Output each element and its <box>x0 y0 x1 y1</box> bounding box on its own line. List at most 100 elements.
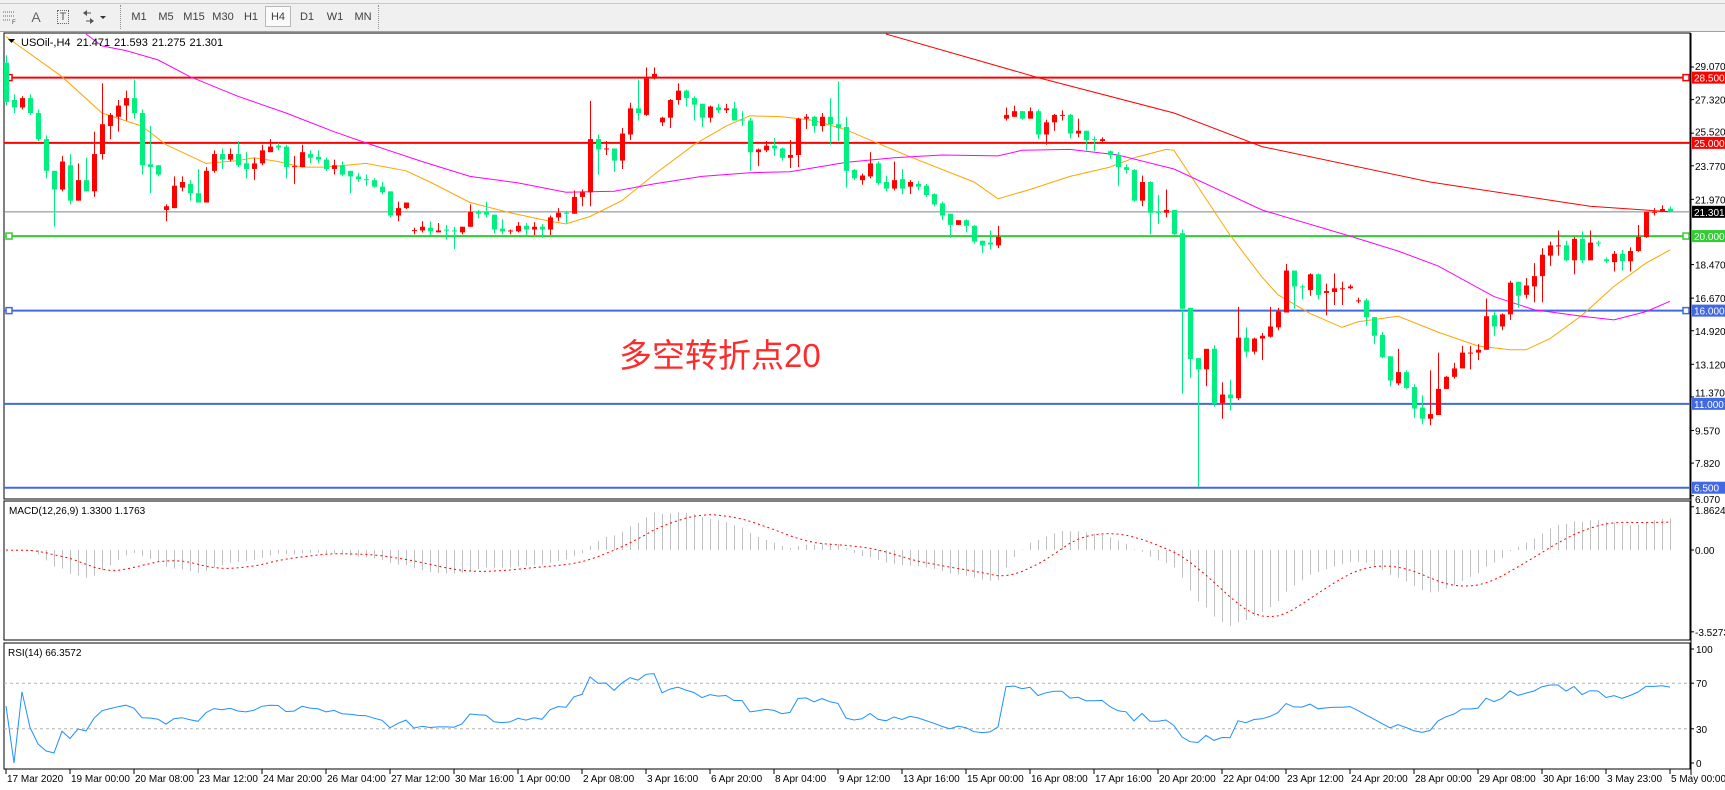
bull-candle[interactable] <box>1452 368 1457 377</box>
bull-candle[interactable] <box>76 180 81 201</box>
bear-candle[interactable] <box>372 180 377 187</box>
bull-candle[interactable] <box>60 161 65 190</box>
bear-candle[interactable] <box>36 113 41 140</box>
bull-candle[interactable] <box>1348 286 1353 289</box>
bull-candle[interactable] <box>892 180 897 189</box>
bull-candle[interactable] <box>404 202 409 209</box>
bear-candle[interactable] <box>924 185 929 196</box>
bear-candle[interactable] <box>612 148 617 161</box>
bull-candle[interactable] <box>1268 326 1273 337</box>
bear-candle[interactable] <box>812 116 817 127</box>
bear-candle[interactable] <box>636 108 641 114</box>
bear-candle[interactable] <box>284 146 289 168</box>
timeframe-h1-button[interactable]: H1 <box>243 10 259 23</box>
timeframe-d1-button[interactable]: D1 <box>299 10 315 23</box>
bear-candle[interactable] <box>356 176 361 180</box>
bear-candle[interactable] <box>1084 130 1089 141</box>
level-handle-right[interactable] <box>1682 73 1690 82</box>
bear-candle[interactable] <box>1564 245 1569 261</box>
bear-candle[interactable] <box>244 163 249 169</box>
bear-candle[interactable] <box>1092 139 1097 141</box>
bear-candle[interactable] <box>1212 348 1217 404</box>
bear-candle[interactable] <box>428 227 433 232</box>
bull-candle[interactable] <box>604 148 609 150</box>
timeframe-m5-button[interactable]: M5 <box>158 10 174 23</box>
bear-candle[interactable] <box>4 62 9 102</box>
bear-candle[interactable] <box>84 180 89 192</box>
bear-candle[interactable] <box>1196 358 1201 370</box>
bear-candle[interactable] <box>1412 387 1417 409</box>
level-handle-left[interactable] <box>5 306 13 315</box>
bull-candle[interactable] <box>996 236 1001 246</box>
bull-candle[interactable] <box>644 78 649 115</box>
bull-candle[interactable] <box>724 108 729 111</box>
bull-candle[interactable] <box>1444 376 1449 389</box>
chart-menu-triangle-icon[interactable] <box>8 39 15 43</box>
bull-candle[interactable] <box>1548 245 1553 256</box>
bull-candle[interactable] <box>1356 300 1361 302</box>
bear-candle[interactable] <box>980 240 985 246</box>
bull-candle[interactable] <box>1532 276 1537 287</box>
bear-candle[interactable] <box>1388 356 1393 381</box>
period-separators-icon[interactable]: F <box>2 6 18 27</box>
bear-candle[interactable] <box>12 99 17 108</box>
bear-candle[interactable] <box>452 230 457 232</box>
bull-candle[interactable] <box>1052 114 1057 123</box>
bull-candle[interactable] <box>1524 285 1529 295</box>
bull-candle[interactable] <box>108 114 113 127</box>
bull-candle[interactable] <box>1628 250 1633 262</box>
bull-candle[interactable] <box>300 152 305 168</box>
bear-candle[interactable] <box>1124 167 1129 170</box>
bull-candle[interactable] <box>796 118 801 155</box>
bear-candle[interactable] <box>1372 317 1377 336</box>
bull-candle[interactable] <box>1500 314 1505 327</box>
bull-candle[interactable] <box>204 170 209 203</box>
bear-candle[interactable] <box>132 98 137 114</box>
bull-candle[interactable] <box>1220 394 1225 403</box>
bull-candle[interactable] <box>1436 388 1441 416</box>
bull-candle[interactable] <box>1396 372 1401 384</box>
bear-candle[interactable] <box>836 124 841 128</box>
bear-candle[interactable] <box>540 226 545 230</box>
bull-candle[interactable] <box>292 166 297 168</box>
bull-candle[interactable] <box>804 116 809 119</box>
bear-candle[interactable] <box>740 119 745 121</box>
bull-candle[interactable] <box>1324 291 1329 293</box>
bear-candle[interactable] <box>700 103 705 118</box>
bear-candle[interactable] <box>52 170 57 190</box>
bull-candle[interactable] <box>164 206 169 210</box>
bear-candle[interactable] <box>492 214 497 230</box>
bear-candle[interactable] <box>1300 286 1305 288</box>
bull-candle[interactable] <box>1012 111 1017 117</box>
bear-candle[interactable] <box>156 165 161 175</box>
bear-candle[interactable] <box>388 191 393 216</box>
timeframe-m15-button[interactable]: M15 <box>183 10 205 23</box>
bear-candle[interactable] <box>852 169 857 179</box>
bear-candle[interactable] <box>324 159 329 169</box>
bear-candle[interactable] <box>276 145 281 148</box>
bull-candle[interactable] <box>1100 139 1105 142</box>
bull-candle[interactable] <box>1460 352 1465 369</box>
bull-candle[interactable] <box>20 98 25 108</box>
bull-candle[interactable] <box>548 217 553 230</box>
bear-candle[interactable] <box>1292 270 1297 287</box>
level-handle-right[interactable] <box>1682 306 1690 315</box>
bear-candle[interactable] <box>1068 114 1073 134</box>
bull-candle[interactable] <box>788 154 793 158</box>
bear-candle[interactable] <box>1364 300 1369 318</box>
bull-candle[interactable] <box>1140 182 1145 201</box>
bear-candle[interactable] <box>772 145 777 149</box>
bull-candle[interactable] <box>212 154 217 171</box>
bull-candle[interactable] <box>1540 254 1545 277</box>
bull-candle[interactable] <box>1028 111 1033 119</box>
bull-candle[interactable] <box>1484 316 1489 350</box>
bull-candle[interactable] <box>868 163 873 177</box>
arrows-icon[interactable] <box>80 6 108 27</box>
bull-candle[interactable] <box>1468 352 1473 354</box>
bull-candle[interactable] <box>124 98 129 106</box>
bear-candle[interactable] <box>1620 253 1625 262</box>
bear-candle[interactable] <box>1188 307 1193 360</box>
bull-candle[interactable] <box>764 145 769 151</box>
price-chart[interactable]: 28.500 25.000 20.000 16.000 11.000 6.500 21.30… <box>0 32 1725 790</box>
bear-candle[interactable] <box>348 170 353 177</box>
